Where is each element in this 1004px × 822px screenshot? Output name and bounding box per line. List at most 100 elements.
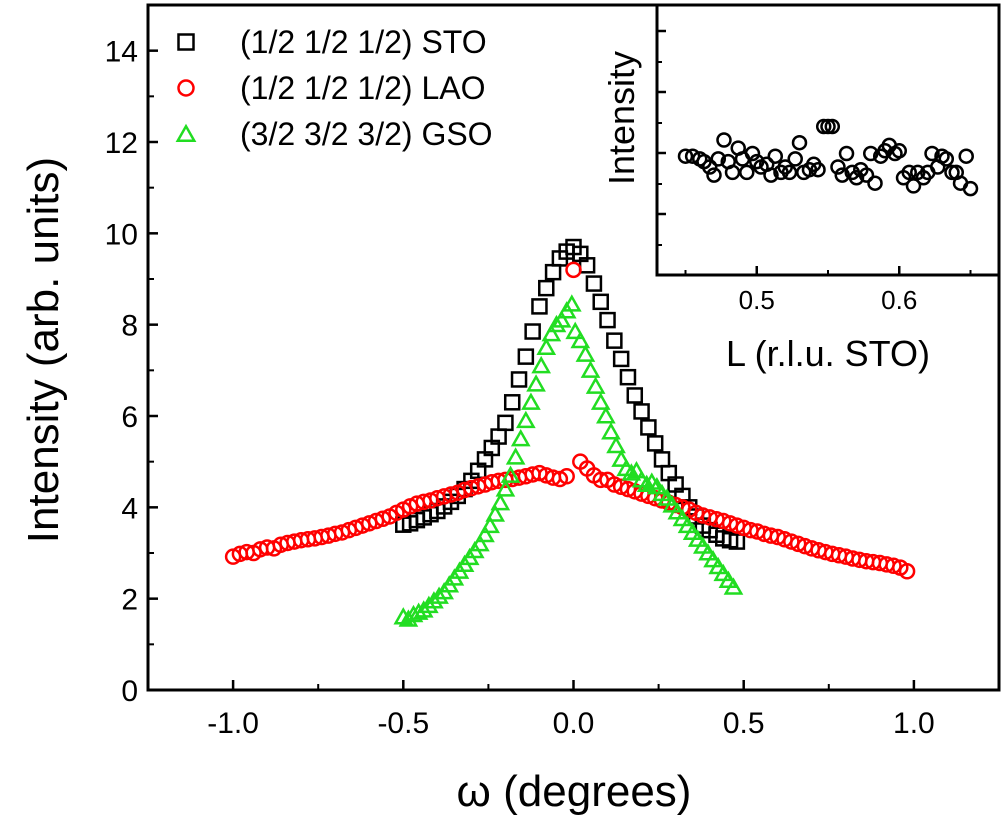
data-point	[551, 310, 572, 328]
inset-data-point	[905, 178, 922, 194]
inset-chart: 0.5 0.6 L (r.l.u. STO) Intensity	[601, 3, 1001, 374]
data-point	[640, 419, 657, 436]
data-point	[599, 311, 616, 329]
data-point	[517, 348, 535, 365]
inset-data-point	[901, 164, 917, 181]
legend-label: (1/2 1/2 1/2) LAO	[240, 70, 485, 106]
data-point	[526, 374, 546, 392]
data-point	[429, 586, 449, 604]
inset-data-point	[767, 148, 784, 164]
y-tick-label: 6	[121, 401, 138, 434]
inset-data-point	[938, 151, 955, 167]
x-axis-title: ω (degrees)	[457, 767, 692, 816]
inset-data-point	[763, 167, 779, 183]
data-point	[561, 294, 582, 312]
data-point	[570, 330, 591, 349]
y-axis-title: Intensity (arb. units)	[19, 157, 68, 543]
data-point	[633, 403, 650, 420]
inset-y-ticks	[657, 29, 666, 246]
legend-marker-square	[177, 33, 195, 51]
legend-marker-circle	[177, 79, 195, 97]
legend-label: (1/2 1/2 1/2) STO	[240, 24, 487, 60]
inset-x-tick-label: 0.6	[881, 285, 917, 315]
legend: (1/2 1/2 1/2) STO (1/2 1/2 1/2) LAO (3/2 3…	[175, 24, 493, 152]
data-point	[541, 323, 562, 342]
inset-data-point	[710, 151, 727, 167]
data-point	[595, 406, 616, 424]
y-tick-label: 12	[105, 127, 138, 160]
data-point	[606, 435, 626, 454]
data-point	[885, 557, 902, 575]
y-tick-label: 14	[105, 36, 138, 69]
data-point	[619, 368, 637, 386]
main-series-layer	[224, 238, 916, 627]
inset-data-point	[824, 118, 841, 135]
inset-data-point	[891, 143, 907, 159]
inset-data-point	[716, 132, 732, 148]
inset-data-point	[787, 151, 803, 167]
data-point	[592, 293, 609, 311]
inset-data-point	[838, 145, 855, 162]
data-point	[580, 360, 601, 378]
legend-marker-triangle	[175, 123, 197, 142]
inset-data-point	[867, 175, 883, 191]
data-point	[500, 465, 521, 483]
data-point	[606, 332, 623, 349]
data-point	[505, 447, 526, 465]
data-point	[515, 410, 536, 429]
data-point	[611, 449, 632, 467]
data-point	[374, 510, 392, 527]
data-point	[723, 577, 744, 595]
x-tick-label: -0.5	[377, 707, 429, 740]
inset-data-point	[958, 148, 974, 164]
data-point	[585, 376, 606, 394]
x-tick-label: 0.5	[723, 707, 765, 740]
data-point	[898, 563, 916, 580]
inset-data-point	[834, 167, 850, 183]
data-point	[626, 387, 644, 404]
data-point	[485, 504, 506, 522]
data-point	[503, 394, 521, 411]
data-point	[510, 428, 531, 447]
data-point	[565, 261, 582, 279]
data-point	[728, 533, 746, 550]
inset-data-point	[830, 159, 846, 175]
inset-series-layer	[677, 118, 979, 197]
inset-x-axis-title: L (r.l.u. STO)	[726, 333, 930, 374]
legend-label: (3/2 3/2 3/2) GSO	[240, 116, 493, 152]
inset-data-point	[863, 145, 879, 162]
data-point	[531, 355, 552, 374]
data-point	[497, 414, 514, 432]
inset-data-point	[739, 164, 755, 181]
x-tick-label: 0.0	[553, 707, 595, 740]
x-tick-label: -1.0	[207, 707, 259, 740]
data-point	[538, 279, 555, 297]
inset-x-tick-label: 0.5	[739, 285, 775, 315]
main-chart: -1.0 -0.5 0.0 0.5 1.0 0 2 4 6 8 10 12 14 ω (degrees…	[19, 3, 1001, 816]
data-point	[475, 524, 495, 543]
x-tick-label: 1.0	[893, 707, 935, 740]
y-tick-label: 0	[121, 675, 138, 708]
inset-data-point	[962, 180, 979, 197]
inset-data-point	[924, 145, 940, 162]
data-point	[565, 321, 586, 340]
data-point	[490, 492, 511, 511]
data-point	[495, 479, 516, 497]
data-point	[546, 314, 567, 333]
y-tick-label: 4	[121, 492, 138, 525]
data-point	[626, 460, 647, 479]
inset-data-point	[848, 170, 865, 186]
data-point	[585, 275, 603, 292]
main-y-ticks: 0 2 4 6 8 10 12 14	[105, 36, 158, 708]
data-point	[470, 534, 490, 552]
data-point	[510, 371, 528, 388]
y-tick-label: 10	[105, 218, 138, 251]
data-point	[601, 422, 621, 440]
data-point	[646, 435, 664, 452]
inset-data-point	[858, 167, 875, 183]
y-tick-label: 2	[121, 584, 138, 617]
data-point	[531, 298, 548, 315]
inset-data-point	[820, 118, 836, 135]
inset-data-point	[815, 118, 832, 135]
